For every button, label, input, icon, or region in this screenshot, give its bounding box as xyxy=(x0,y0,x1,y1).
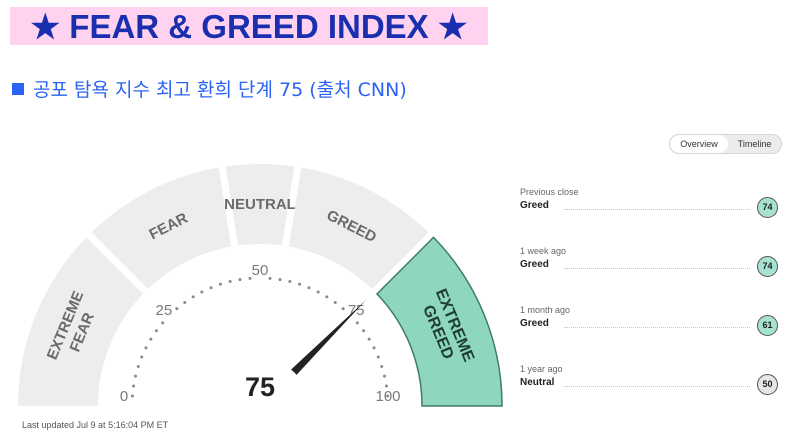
dotted-leader xyxy=(564,268,750,269)
scale-dot xyxy=(367,337,371,341)
history-label: 1 week ago xyxy=(520,246,567,256)
scale-dot xyxy=(333,300,337,304)
gauge-needle xyxy=(278,299,367,388)
scale-dot xyxy=(149,337,153,341)
scale-dot xyxy=(384,384,388,388)
page-title: ★ FEAR & GREED INDEX ★ xyxy=(30,8,468,45)
gauge-value: 75 xyxy=(245,372,275,402)
gauge-hub xyxy=(212,358,308,415)
scale-dot xyxy=(372,346,376,350)
scale-dot xyxy=(268,276,272,280)
scale-dot xyxy=(132,384,136,388)
history-1-week-ago: 1 week ago Greed 74 xyxy=(520,246,778,286)
gauge-zone-extreme-greed xyxy=(375,236,503,407)
history-previous-close: Previous close Greed 74 xyxy=(520,187,778,227)
dotted-leader xyxy=(564,386,750,387)
scale-dot xyxy=(144,346,148,350)
gauge-zone-extreme-fear xyxy=(18,237,143,406)
score-badge: 61 xyxy=(757,315,778,336)
scale-dot xyxy=(355,321,359,325)
score-badge: 74 xyxy=(757,197,778,218)
scale-dot xyxy=(316,290,320,294)
gauge-zone-label: NEUTRAL xyxy=(224,196,296,213)
gauge-zone-greed xyxy=(288,167,429,289)
tab-overview[interactable]: Overview xyxy=(670,135,728,153)
scale-dot xyxy=(288,280,292,284)
tab-timeline[interactable]: Timeline xyxy=(737,139,772,149)
scale-tick-label: 0 xyxy=(120,388,128,405)
scale-dot xyxy=(191,295,195,299)
scale-dot xyxy=(161,321,165,325)
scale-dot xyxy=(376,355,380,359)
subtitle-text: 공포 탐욕 지수 최고 환희 단계 75 (출처 CNN) xyxy=(33,79,407,101)
scale-dot xyxy=(278,278,282,282)
scale-dot xyxy=(307,286,311,290)
scale-dot xyxy=(386,394,390,398)
scale-dot xyxy=(341,307,345,311)
scale-dot xyxy=(200,290,204,294)
history-label: Previous close xyxy=(520,187,579,197)
history-label: 1 month ago xyxy=(520,305,571,315)
scale-tick-label: 50 xyxy=(252,262,269,279)
view-toggle: Overview Timeline xyxy=(669,134,782,154)
gauge-zone-neutral xyxy=(225,164,295,246)
scale-dot xyxy=(134,374,138,378)
scale-dot xyxy=(382,374,386,378)
history-value: Greed xyxy=(520,318,549,329)
subtitle: 공포 탐욕 지수 최고 환희 단계 75 (출처 CNN) xyxy=(12,75,407,102)
title-banner: ★ FEAR & GREED INDEX ★ xyxy=(10,7,488,45)
square-bullet-icon xyxy=(12,83,24,95)
last-updated: Last updated Jul 9 at 5:16:04 PM ET xyxy=(22,420,169,430)
scale-dot xyxy=(130,394,134,398)
fear-greed-gauge: EXTREMEFEARFEARNEUTRALGREEDEXTREMEGREED0… xyxy=(18,164,503,415)
scale-dot xyxy=(175,307,179,311)
history-1-year-ago: 1 year ago Neutral 50 xyxy=(520,364,778,404)
scale-dot xyxy=(298,282,302,286)
dotted-leader xyxy=(564,327,750,328)
scale-dot xyxy=(325,295,329,299)
scale-tick-label: 100 xyxy=(375,388,400,405)
history-1-month-ago: 1 month ago Greed 61 xyxy=(520,305,778,345)
scale-dot xyxy=(380,364,384,368)
history-value: Greed xyxy=(520,259,549,270)
history-label: 1 year ago xyxy=(520,364,563,374)
scale-dot xyxy=(209,286,213,290)
scale-dot xyxy=(362,329,366,333)
score-badge: 74 xyxy=(757,256,778,277)
history-value: Neutral xyxy=(520,377,555,388)
scale-dot xyxy=(136,364,140,368)
scale-dot xyxy=(248,276,252,280)
scale-dot xyxy=(140,355,144,359)
scale-dot xyxy=(183,300,187,304)
scale-tick-label: 25 xyxy=(155,302,172,319)
history-value: Greed xyxy=(520,200,549,211)
scale-dot xyxy=(238,278,242,282)
scale-dot xyxy=(154,329,158,333)
gauge-zone-fear xyxy=(91,167,232,289)
score-badge: 50 xyxy=(757,374,778,395)
scale-dot xyxy=(218,282,222,286)
scale-dot xyxy=(228,280,232,284)
dotted-leader xyxy=(564,209,750,210)
